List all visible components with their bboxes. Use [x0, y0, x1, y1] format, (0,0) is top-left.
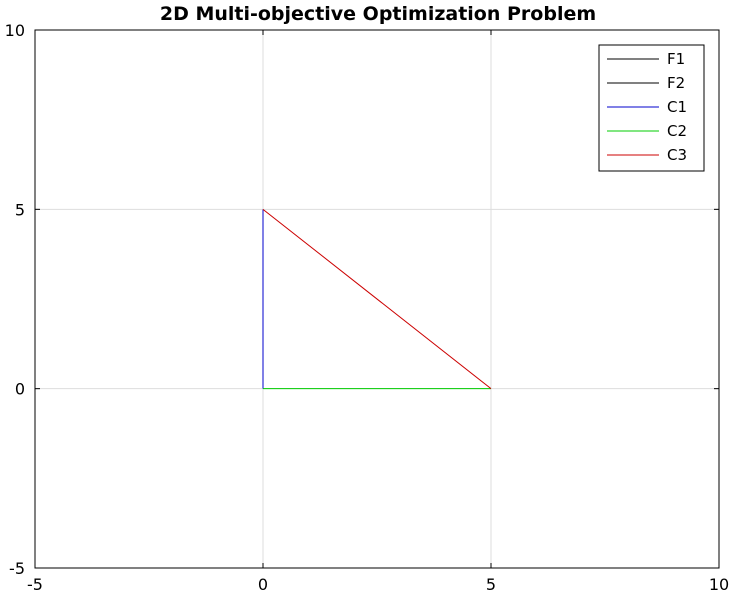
y-tick-label: 5 [15, 200, 25, 219]
legend: F1 F2 C1 C2 C3 [598, 44, 705, 172]
x-tick-label: -5 [27, 575, 43, 594]
series-line-c3 [262, 208, 492, 390]
legend-box [598, 44, 705, 172]
series-layer [262, 208, 492, 390]
x-tick-label: 0 [258, 575, 268, 594]
legend-label-c2: C2 [667, 122, 687, 140]
legend-label-f2: F2 [667, 74, 685, 92]
axis-ticks: -5 0 5 10 -5 0 5 10 [5, 21, 730, 594]
x-tick-label: 5 [486, 575, 496, 594]
y-tick-label: 10 [5, 21, 25, 40]
plot-frame [34, 29, 720, 569]
y-tick-label: -5 [9, 559, 25, 578]
x-tick-label: 10 [709, 575, 729, 594]
legend-label-f1: F1 [667, 50, 685, 68]
legend-label-c1: C1 [667, 98, 687, 116]
legend-label-c3: C3 [667, 146, 687, 164]
chart-title: 2D Multi-objective Optimization Problem [160, 3, 596, 25]
y-tick-label: 0 [15, 380, 25, 399]
